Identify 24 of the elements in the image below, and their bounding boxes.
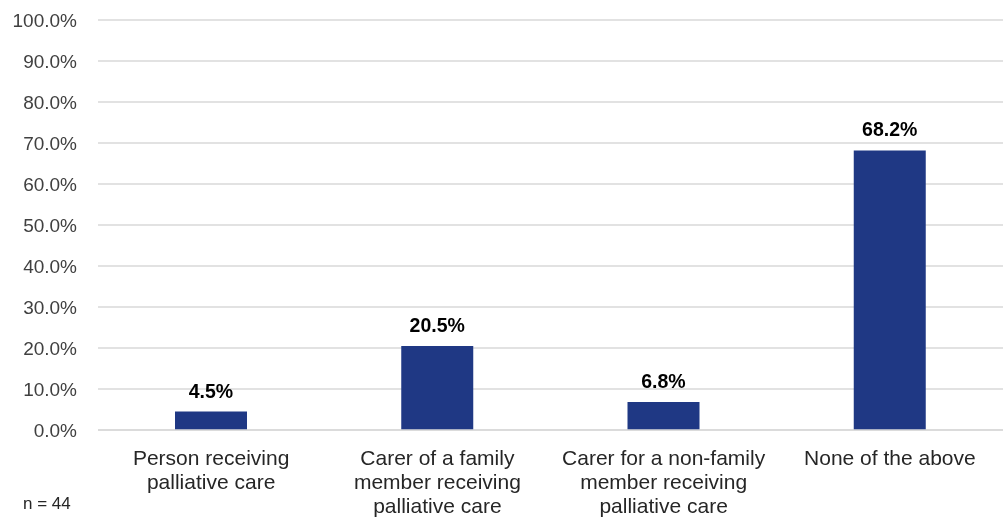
y-tick-label: 60.0%: [23, 173, 78, 195]
bar: [175, 411, 247, 430]
y-tick-label: 90.0%: [23, 50, 78, 72]
data-label: 68.2%: [862, 118, 918, 141]
bar: [853, 150, 926, 430]
y-tick-label: 10.0%: [23, 378, 78, 400]
x-tick-label: None of the above: [804, 445, 976, 469]
y-tick-label: 30.0%: [23, 296, 78, 318]
x-tick-label: Carer of a family member receiving palliative care: [353, 445, 521, 517]
y-tick-label: 70.0%: [23, 132, 78, 154]
y-tick-label: 80.0%: [23, 91, 78, 113]
x-tick-label: Person receiving palliative care: [132, 445, 290, 493]
y-tick-label: 20.0%: [23, 337, 78, 359]
data-label: 4.5%: [188, 379, 234, 402]
y-tick-label: 40.0%: [23, 255, 78, 277]
bar: [627, 402, 700, 430]
y-tick-label: 0.0%: [33, 419, 78, 441]
data-label: 20.5%: [409, 313, 465, 336]
y-tick-label: 50.0%: [23, 214, 78, 236]
data-label: 6.8%: [641, 370, 686, 393]
text: n = 44: [23, 494, 71, 514]
y-tick-label: 100.0%: [12, 9, 78, 31]
bar: [401, 345, 474, 430]
x-tick-label: Carer for a non-family member receiving palliative care: [562, 445, 766, 517]
